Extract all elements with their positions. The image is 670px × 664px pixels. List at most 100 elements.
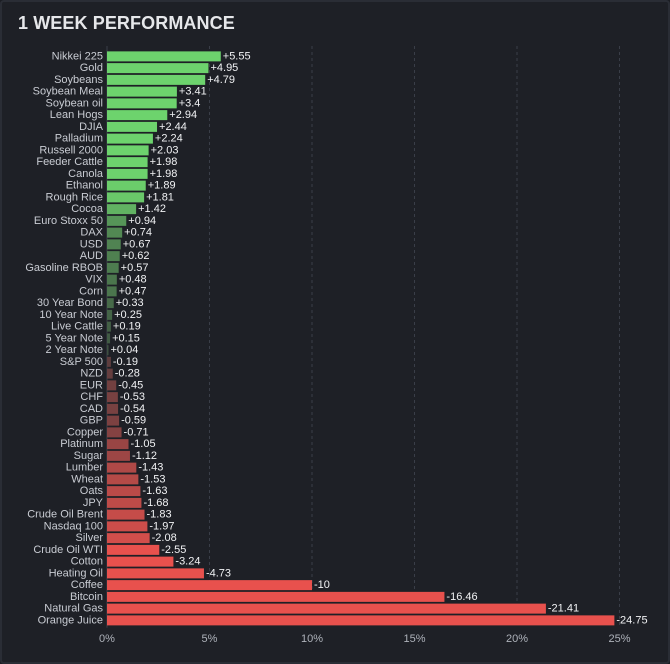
category-label: 10 Year Note <box>39 309 103 321</box>
value-label: +0.25 <box>114 309 142 321</box>
x-tick-label: 25% <box>608 633 630 645</box>
bar <box>107 345 109 356</box>
value-label: -0.45 <box>118 379 143 391</box>
bar <box>107 309 113 320</box>
category-label: Live Cattle <box>51 321 103 333</box>
value-label: +0.62 <box>122 250 150 262</box>
value-label: +4.95 <box>210 62 238 74</box>
bar <box>107 298 114 309</box>
value-label: -0.54 <box>120 403 145 415</box>
value-label: -1.53 <box>140 473 165 485</box>
bar <box>107 368 113 379</box>
bar <box>107 556 174 567</box>
category-label: Rough Rice <box>46 191 103 203</box>
bar <box>107 168 148 179</box>
category-label: Russell 2000 <box>39 144 103 156</box>
value-label: -0.28 <box>115 368 140 380</box>
bar <box>107 192 145 203</box>
value-label: +5.55 <box>223 50 251 62</box>
category-label: S&P 500 <box>60 356 103 368</box>
category-label: DJIA <box>79 121 104 133</box>
category-label: Sugar <box>74 450 104 462</box>
value-label: +0.15 <box>112 332 140 344</box>
x-tick-label: 10% <box>301 633 323 645</box>
category-label: USD <box>80 238 103 250</box>
value-label: -21.41 <box>548 603 579 615</box>
bar <box>107 403 119 414</box>
category-label: Corn <box>79 285 103 297</box>
value-label: +2.03 <box>151 144 179 156</box>
category-label: Copper <box>67 426 103 438</box>
category-label: Nikkei 225 <box>52 50 103 62</box>
value-label: +1.98 <box>150 168 178 180</box>
bar <box>107 533 150 544</box>
category-label: 2 Year Note <box>46 344 104 356</box>
value-label: -1.97 <box>149 520 174 532</box>
value-label: +0.67 <box>123 238 151 250</box>
x-tick-label: 20% <box>506 633 528 645</box>
value-label: -24.75 <box>616 614 647 626</box>
category-label: Crude Oil Brent <box>27 509 103 521</box>
value-label: -10 <box>314 579 330 591</box>
bar <box>107 145 149 156</box>
value-label: -3.24 <box>175 556 200 568</box>
value-label: +3.41 <box>179 86 207 98</box>
category-label: 5 Year Note <box>46 332 104 344</box>
bar <box>107 204 137 215</box>
bar <box>107 86 177 97</box>
value-label: -0.71 <box>124 426 149 438</box>
category-label: Feeder Cattle <box>36 156 103 168</box>
chart-title: 1 WEEK PERFORMANCE <box>18 13 235 33</box>
bar <box>107 427 122 438</box>
value-label: -1.05 <box>131 438 156 450</box>
category-label: Orange Juice <box>38 614 103 626</box>
value-label: +2.94 <box>169 109 197 121</box>
value-label: +4.79 <box>207 74 235 86</box>
value-label: -0.59 <box>121 415 146 427</box>
category-label: Lumber <box>66 462 104 474</box>
category-label: Natural Gas <box>44 603 103 615</box>
x-tick-label: 15% <box>403 633 425 645</box>
value-label: +1.42 <box>138 203 166 215</box>
value-label: +1.98 <box>150 156 178 168</box>
category-label: Heating Oil <box>49 567 103 579</box>
category-label: Coffee <box>71 579 103 591</box>
category-label: CAD <box>80 403 103 415</box>
bar <box>107 215 127 226</box>
value-label: +0.94 <box>128 215 156 227</box>
category-label: Cocoa <box>71 203 104 215</box>
bar <box>107 157 148 168</box>
bar <box>107 321 111 332</box>
bar <box>107 74 206 85</box>
category-label: 30 Year Bond <box>37 297 103 309</box>
value-label: +0.19 <box>113 321 141 333</box>
value-label: -1.68 <box>143 497 168 509</box>
bar <box>107 462 137 473</box>
bar <box>107 333 111 344</box>
bar <box>107 509 145 520</box>
bar <box>107 415 120 426</box>
category-label: Lean Hogs <box>50 109 104 121</box>
category-label: EUR <box>80 379 103 391</box>
bar <box>107 262 119 273</box>
bar <box>107 251 120 262</box>
value-label: +1.81 <box>146 191 174 203</box>
value-label: +0.04 <box>111 344 139 356</box>
category-label: Canola <box>68 168 104 180</box>
bar <box>107 239 121 250</box>
value-label: -1.63 <box>142 485 167 497</box>
category-label: Silver <box>75 532 103 544</box>
value-label: -1.83 <box>147 509 172 521</box>
category-label: Palladium <box>55 133 103 145</box>
bar <box>107 474 139 485</box>
bar <box>107 544 160 555</box>
value-label: -2.55 <box>161 544 186 556</box>
category-label: Wheat <box>71 473 103 485</box>
bar <box>107 450 130 461</box>
category-label: Ethanol <box>66 180 103 192</box>
bar <box>107 51 221 62</box>
value-label: +1.89 <box>148 180 176 192</box>
category-label: CHF <box>80 391 103 403</box>
x-tick-label: 0% <box>99 633 115 645</box>
